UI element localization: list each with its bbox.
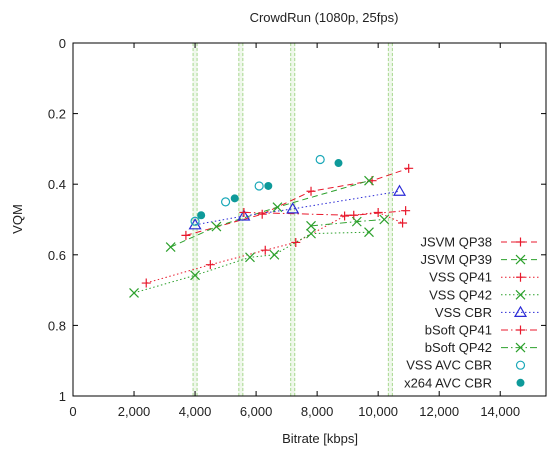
data-point-jsvm-qp39	[364, 175, 374, 186]
vertical-band-3	[387, 43, 393, 396]
data-point-bsoft-qp41	[401, 206, 411, 216]
data-point-vss-cbr	[237, 209, 251, 221]
legend-label-x264-avc-cbr: x264 AVC CBR	[404, 375, 492, 390]
data-point-x264-avc-cbr	[197, 211, 206, 220]
y-tick-label: 0.6	[48, 248, 66, 263]
data-point-jsvm-qp38	[306, 186, 316, 196]
legend-label-bsoft-qp42: bSoft QP42	[425, 340, 492, 355]
data-point-vss-avc-cbr	[254, 181, 264, 191]
legend-marker-vss-qp41	[516, 272, 525, 282]
legend-label-vss-qp42: VSS QP42	[429, 287, 492, 302]
vertical-band-2	[290, 43, 296, 396]
y-tick-label: 0.8	[48, 318, 66, 333]
data-point-vss-avc-cbr	[190, 216, 200, 226]
plot-frame	[72, 42, 547, 397]
data-point-vss-avc-cbr	[220, 197, 231, 207]
data-point-vss-qp42	[129, 287, 139, 298]
legend: JSVM QP38 JSVM QP39 VSS QP41 VSS QP42 VSS CB…	[404, 235, 540, 390]
series-line-vss-qp42	[133, 231, 370, 294]
legend-marker-jsvm-qp39	[515, 254, 526, 265]
legend-marker-x264-avc-cbr	[516, 378, 525, 387]
data-point-vss-qp42	[364, 227, 374, 238]
data-point-jsvm-qp38	[404, 163, 414, 173]
legend-label-vss-avc-cbr: VSS AVC CBR	[406, 358, 492, 373]
x-tick-label: 2,000	[118, 404, 151, 419]
x-tick-label: 12,000	[419, 404, 459, 419]
data-point-bsoft-qp42	[306, 220, 316, 231]
legend-label-vss-cbr: VSS CBR	[435, 305, 492, 320]
series-line-vss-qp41	[146, 211, 403, 284]
x-tick-label: 6,000	[240, 404, 273, 419]
legend-marker-vss-cbr	[513, 305, 528, 317]
x-axis: 0 2,000 4,000 6,000 8,000 10,000 12,000 14,000	[69, 43, 520, 419]
data-point-bsoft-qp41	[239, 207, 249, 217]
series-line-bsoft-qp42	[310, 219, 385, 227]
legend-label-bsoft-qp41: bSoft QP41	[425, 323, 492, 338]
x-tick-label: 8,000	[301, 404, 334, 419]
data-point-vss-qp42	[245, 252, 255, 263]
x-tick-label: 0	[69, 404, 76, 419]
data-point-vss-qp42	[269, 249, 280, 260]
data-point-x264-avc-cbr	[264, 181, 273, 190]
data-point-vss-qp42	[190, 270, 200, 281]
data-point-vss-qp42	[306, 228, 316, 239]
legend-marker-jsvm-qp38	[516, 237, 525, 247]
data-point-jsvm-qp39	[211, 221, 222, 232]
x-tick-label: 4,000	[179, 404, 212, 419]
data-point-jsvm-qp39	[165, 242, 176, 252]
legend-label-vss-qp41: VSS QP41	[429, 270, 492, 285]
legend-marker-vss-avc-cbr	[515, 360, 526, 370]
x-axis-title: Bitrate [kbps]	[282, 431, 358, 446]
data-point-jsvm-qp38	[181, 230, 191, 240]
chart-title: CrowdRun (1080p, 25fps)	[250, 10, 399, 25]
legend-marker-bsoft-qp42	[515, 342, 526, 353]
data-point-vss-qp41	[141, 278, 151, 288]
series-line-vss-cbr	[195, 190, 400, 226]
data-point-x264-avc-cbr	[334, 159, 343, 168]
legend-label-jsvm-qp39: JSVM QP39	[420, 252, 492, 267]
x-tick-label: 10,000	[358, 404, 398, 419]
data-point-vss-qp41	[291, 237, 301, 247]
legend-label-jsvm-qp38: JSVM QP38	[420, 235, 492, 250]
y-tick-label: 0	[59, 36, 66, 51]
data-point-vss-qp41	[373, 207, 383, 217]
data-point-bsoft-qp42	[351, 216, 362, 227]
data-point-vss-qp41	[340, 211, 350, 221]
data-point-vss-qp41	[205, 260, 215, 270]
series-markers	[129, 154, 414, 298]
y-axis-title: VQM	[10, 204, 25, 234]
data-point-bsoft-qp42	[379, 214, 390, 225]
x-tick-label: 14,000	[480, 404, 520, 419]
y-tick-label: 0.4	[48, 177, 66, 192]
data-point-vss-cbr	[392, 184, 407, 196]
legend-marker-vss-qp42	[515, 289, 526, 300]
y-tick-label: 1	[59, 389, 66, 404]
legend-marker-bsoft-qp41	[516, 325, 525, 335]
data-point-vss-avc-cbr	[315, 154, 325, 165]
data-point-vss-cbr	[286, 202, 300, 214]
data-point-vss-qp41	[260, 245, 270, 255]
data-point-jsvm-qp39	[272, 202, 283, 213]
data-point-jsvm-qp38	[257, 209, 267, 219]
data-point-vss-qp41	[398, 218, 408, 228]
y-axis: 0 0.2 0.4 0.6 0.8 1	[48, 36, 546, 404]
y-tick-label: 0.2	[48, 107, 66, 122]
data-point-x264-avc-cbr	[230, 194, 239, 203]
